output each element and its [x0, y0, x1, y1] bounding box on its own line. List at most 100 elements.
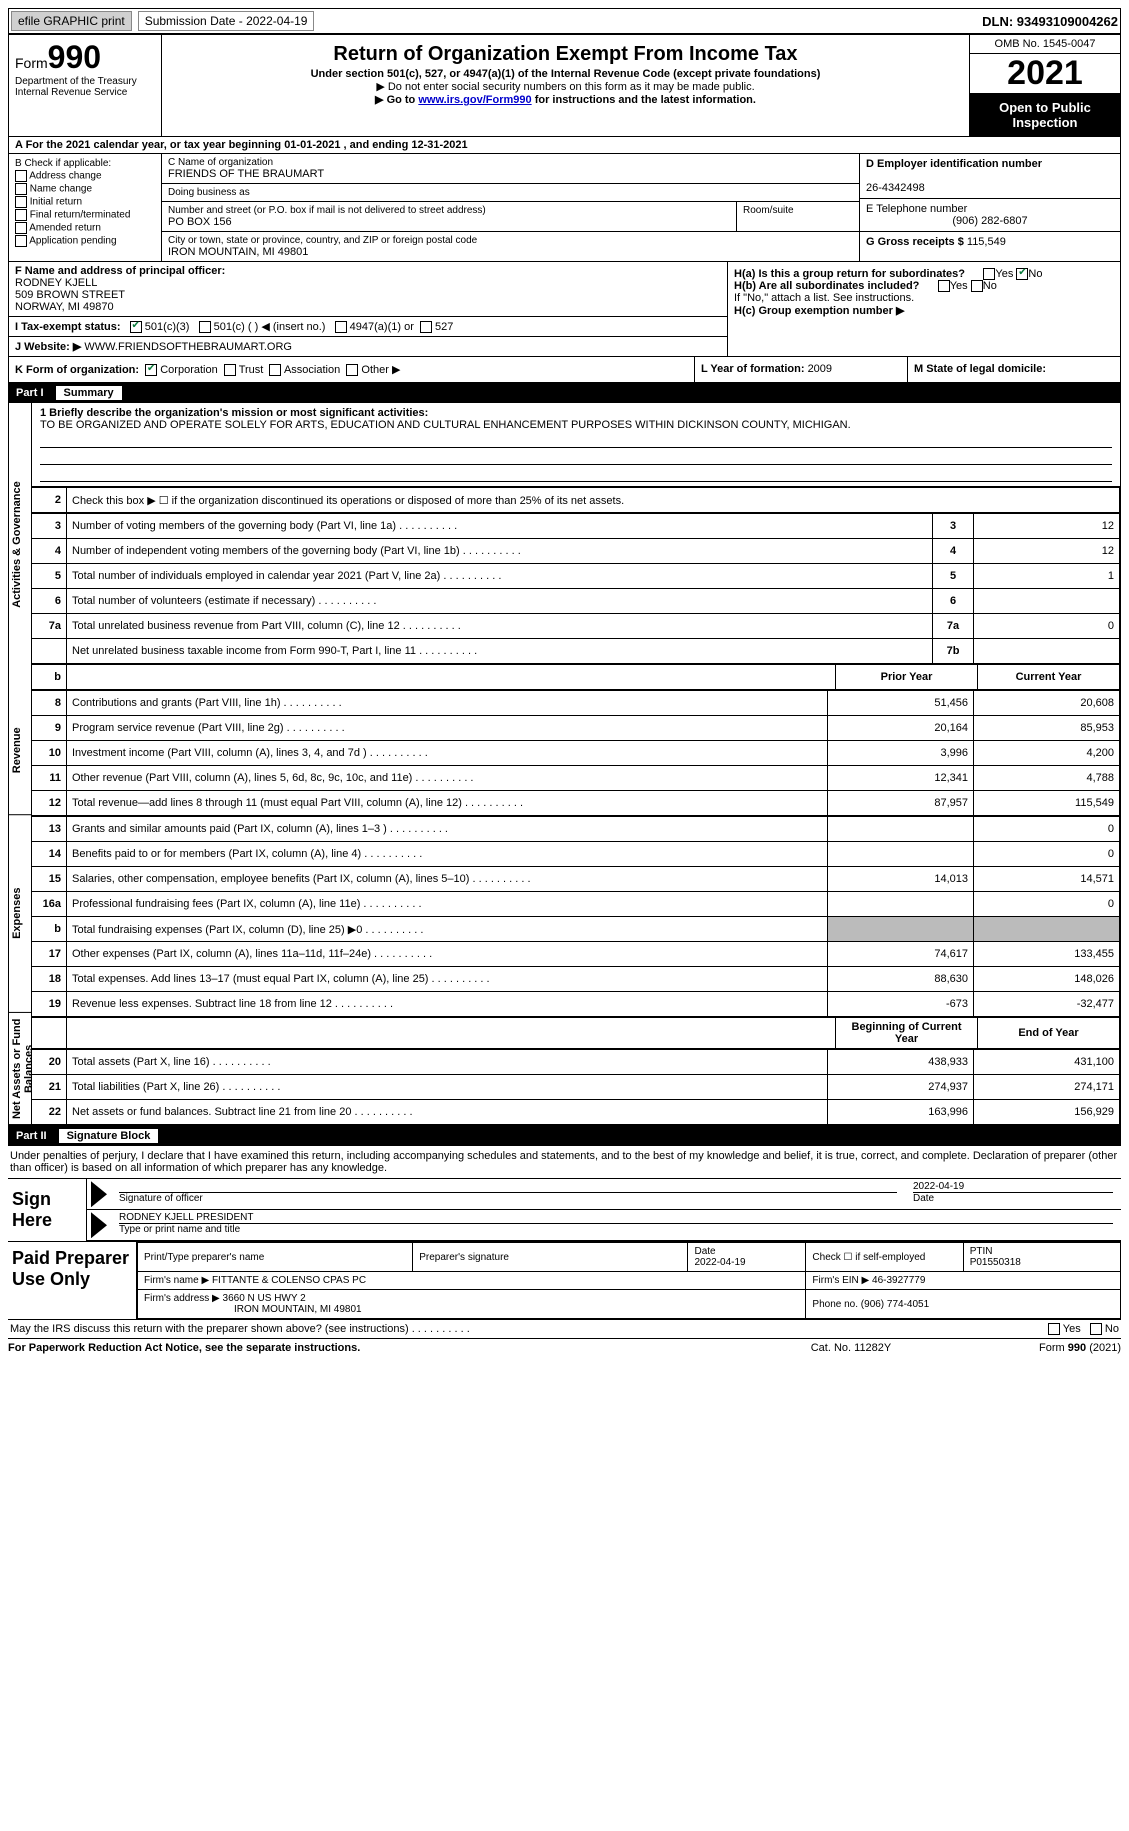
mission-text: TO BE ORGANIZED AND OPERATE SOLELY FOR A…	[40, 419, 851, 431]
sign-here-block: Sign Here Signature of officer 2022-04-1…	[8, 1178, 1121, 1241]
form-word: Form	[15, 55, 48, 71]
lines-expenses: 13Grants and similar amounts paid (Part …	[32, 816, 1120, 1017]
501c-check[interactable]	[199, 321, 211, 333]
gross-value: 115,549	[967, 236, 1006, 248]
ein-value: 26-4342498	[866, 182, 925, 194]
org-name: FRIENDS OF THE BRAUMART	[168, 168, 853, 180]
officer-city: NORWAY, MI 49870	[15, 301, 114, 313]
vtab-activities: Activities & Governance	[9, 403, 31, 686]
app-pending-check[interactable]: Application pending	[15, 235, 155, 247]
f-box: F Name and address of principal officer:…	[9, 262, 727, 317]
gross-box: G Gross receipts $ 115,549	[860, 232, 1120, 252]
phone-value: (906) 282-6807	[866, 215, 1114, 227]
corp-check[interactable]	[145, 364, 157, 376]
form-header: Form990 Department of the Treasury Inter…	[8, 34, 1121, 137]
firm-ein: Firm's EIN ▶ 46-3927779	[806, 1272, 1121, 1290]
signature-arrow-icon	[91, 1181, 107, 1207]
preparer-label: Paid Preparer Use Only	[8, 1242, 137, 1319]
prep-name: Print/Type preparer's name	[138, 1243, 413, 1272]
lines-net: 20Total assets (Part X, line 16)438,9334…	[32, 1049, 1120, 1125]
ein-box: D Employer identification number 26-4342…	[860, 154, 1120, 199]
omb-label: OMB No. 1545-0047	[970, 35, 1120, 54]
prep-ptin: PTINP01550318	[963, 1243, 1120, 1272]
l-box: L Year of formation: 2009	[695, 357, 908, 382]
sign-date: 2022-04-19Date	[905, 1179, 1121, 1209]
b-label: B Check if applicable:	[15, 158, 155, 169]
fij-left: F Name and address of principal officer:…	[8, 262, 728, 357]
q2: Check this box ▶ ☐ if the organization d…	[67, 488, 1120, 513]
hc-label: H(c) Group exemption number ▶	[734, 305, 904, 317]
footer-left: For Paperwork Reduction Act Notice, see …	[8, 1342, 761, 1354]
submission-date: Submission Date - 2022-04-19	[138, 11, 315, 31]
i-box: I Tax-exempt status: 501(c)(3) 501(c) ( …	[9, 317, 727, 337]
discuss-no[interactable]	[1090, 1323, 1102, 1335]
firm-addr: Firm's address ▶ 3660 N US HWY 2IRON MOU…	[138, 1290, 806, 1319]
vtab-expenses: Expenses	[9, 815, 31, 1013]
footer: For Paperwork Reduction Act Notice, see …	[8, 1338, 1121, 1357]
assoc-check[interactable]	[269, 364, 281, 376]
dba-box: Doing business as	[162, 184, 860, 202]
part2-header: Part II Signature Block	[8, 1126, 1121, 1146]
officer-signature: Signature of officer	[111, 1179, 905, 1209]
penalties-text: Under penalties of perjury, I declare th…	[8, 1146, 1121, 1178]
ha-yes[interactable]	[983, 268, 995, 280]
preparer-block: Paid Preparer Use Only Print/Type prepar…	[8, 1241, 1121, 1319]
column-c: C Name of organization FRIENDS OF THE BR…	[162, 154, 860, 262]
vtab-revenue: Revenue	[9, 686, 31, 815]
name-change-check[interactable]: Name change	[15, 183, 155, 195]
preparer-table: Print/Type preparer's name Preparer's si…	[137, 1242, 1121, 1319]
lines-revenue: 8Contributions and grants (Part VIII, li…	[32, 690, 1120, 816]
form-subtitle: Under section 501(c), 527, or 4947(a)(1)…	[172, 68, 959, 80]
hb-note: If "No," attach a list. See instructions…	[734, 292, 1114, 304]
room-suite-box: Room/suite	[737, 202, 860, 232]
527-check[interactable]	[420, 321, 432, 333]
dept-label: Department of the Treasury Internal Reve…	[15, 76, 155, 98]
summary-section: Activities & Governance Revenue Expenses…	[8, 403, 1121, 1126]
tax-year: 2021	[970, 54, 1120, 94]
header-center: Return of Organization Exempt From Incom…	[162, 34, 970, 137]
lines-net-header: Beginning of Current YearEnd of Year	[32, 1017, 1120, 1049]
addr-change-check[interactable]: Address change	[15, 170, 155, 182]
501c3-check[interactable]	[130, 321, 142, 333]
part1-header: Part I Summary	[8, 383, 1121, 403]
discuss-yes[interactable]	[1048, 1323, 1060, 1335]
hb-no[interactable]	[971, 280, 983, 292]
officer-name: RODNEY KJELL	[15, 277, 97, 289]
hb-yes[interactable]	[938, 280, 950, 292]
top-bar: efile GRAPHIC print Submission Date - 20…	[8, 8, 1121, 34]
initial-return-check[interactable]: Initial return	[15, 196, 155, 208]
name-arrow-icon	[91, 1212, 107, 1238]
other-check[interactable]	[346, 364, 358, 376]
summary-body: 1 Briefly describe the organization's mi…	[32, 403, 1120, 1125]
form-title: Return of Organization Exempt From Incom…	[172, 43, 959, 66]
footer-right: Form 990 (2021)	[941, 1342, 1121, 1354]
street-value: PO BOX 156	[168, 216, 730, 228]
officer-printed-name: RODNEY KJELL PRESIDENTType or print name…	[111, 1210, 1121, 1240]
column-b: B Check if applicable: Address change Na…	[8, 154, 162, 262]
k-box: K Form of organization: Corporation Trus…	[9, 357, 695, 382]
row-klm: K Form of organization: Corporation Trus…	[8, 357, 1121, 383]
footer-mid: Cat. No. 11282Y	[761, 1342, 941, 1354]
lines-rev-header: bPrior YearCurrent Year	[32, 664, 1120, 690]
form-number: 990	[48, 39, 101, 75]
officer-street: 509 BROWN STREET	[15, 289, 125, 301]
irs-link[interactable]: www.irs.gov/Form990	[418, 94, 531, 106]
may-discuss-row: May the IRS discuss this return with the…	[8, 1319, 1121, 1338]
4947-check[interactable]	[335, 321, 347, 333]
firm-name: Firm's name ▶ FITTANTE & COLENSO CPAS PC	[138, 1272, 806, 1290]
efile-button[interactable]: efile GRAPHIC print	[11, 11, 132, 31]
j-box: J Website: ▶ WWW.FRIENDSOFTHEBRAUMART.OR…	[9, 337, 727, 356]
city-box: City or town, state or province, country…	[162, 232, 860, 261]
website-value: WWW.FRIENDSOFTHEBRAUMART.ORG	[81, 341, 292, 353]
header-right: OMB No. 1545-0047 2021 Open to Public In…	[970, 34, 1121, 137]
sign-here-label: Sign Here	[8, 1179, 87, 1241]
final-return-check[interactable]: Final return/terminated	[15, 209, 155, 221]
question-1: 1 Briefly describe the organization's mi…	[32, 403, 1120, 487]
header-line2: ▶ Go to www.irs.gov/Form990 for instruct…	[172, 93, 959, 106]
org-name-box: C Name of organization FRIENDS OF THE BR…	[162, 154, 860, 184]
firm-phone: Phone no. (906) 774-4051	[806, 1290, 1121, 1319]
trust-check[interactable]	[224, 364, 236, 376]
amended-check[interactable]: Amended return	[15, 222, 155, 234]
dln-label: DLN: 93493109004262	[982, 14, 1118, 29]
ha-no[interactable]	[1016, 268, 1028, 280]
